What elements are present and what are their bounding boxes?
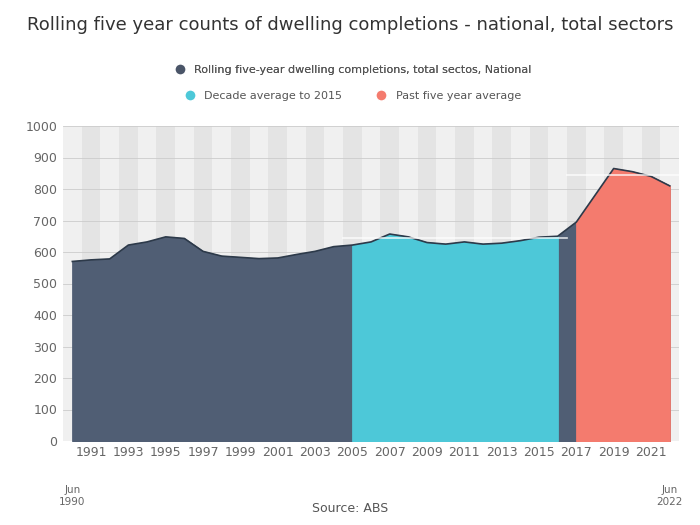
Bar [623,126,642,441]
Bar [138,126,156,441]
Bar [530,126,548,441]
Bar [436,126,455,441]
Bar [380,126,399,441]
Bar [642,126,660,441]
Legend: Decade average to 2015, Past five year average: Decade average to 2015, Past five year a… [174,87,526,106]
Text: Jun
2022: Jun 2022 [657,486,683,507]
Bar [511,126,530,441]
Bar [119,126,138,441]
Text: Jun
1990: Jun 1990 [59,486,85,507]
Bar [194,126,212,441]
Bar [250,126,268,441]
Bar [604,126,623,441]
Bar [492,126,511,441]
Bar [548,126,567,441]
Bar [399,126,418,441]
Bar [343,126,362,441]
Bar [156,126,175,441]
Text: Rolling five year counts of dwelling completions - national, total sectors: Rolling five year counts of dwelling com… [27,16,673,34]
Bar [287,126,306,441]
Bar [567,126,586,441]
Text: Source: ABS: Source: ABS [312,501,388,514]
Bar [455,126,474,441]
Bar [175,126,194,441]
Bar [63,126,82,441]
Bar [212,126,231,441]
Bar [660,126,679,441]
Bar [268,126,287,441]
Bar [100,126,119,441]
Bar [418,126,436,441]
Bar [306,126,324,441]
Bar [474,126,492,441]
Bar [324,126,343,441]
Legend: Rolling five-year dwelling completions, total sectos, National: Rolling five-year dwelling completions, … [164,61,536,80]
Bar [231,126,250,441]
Bar [586,126,604,441]
Bar [362,126,380,441]
Bar [82,126,100,441]
